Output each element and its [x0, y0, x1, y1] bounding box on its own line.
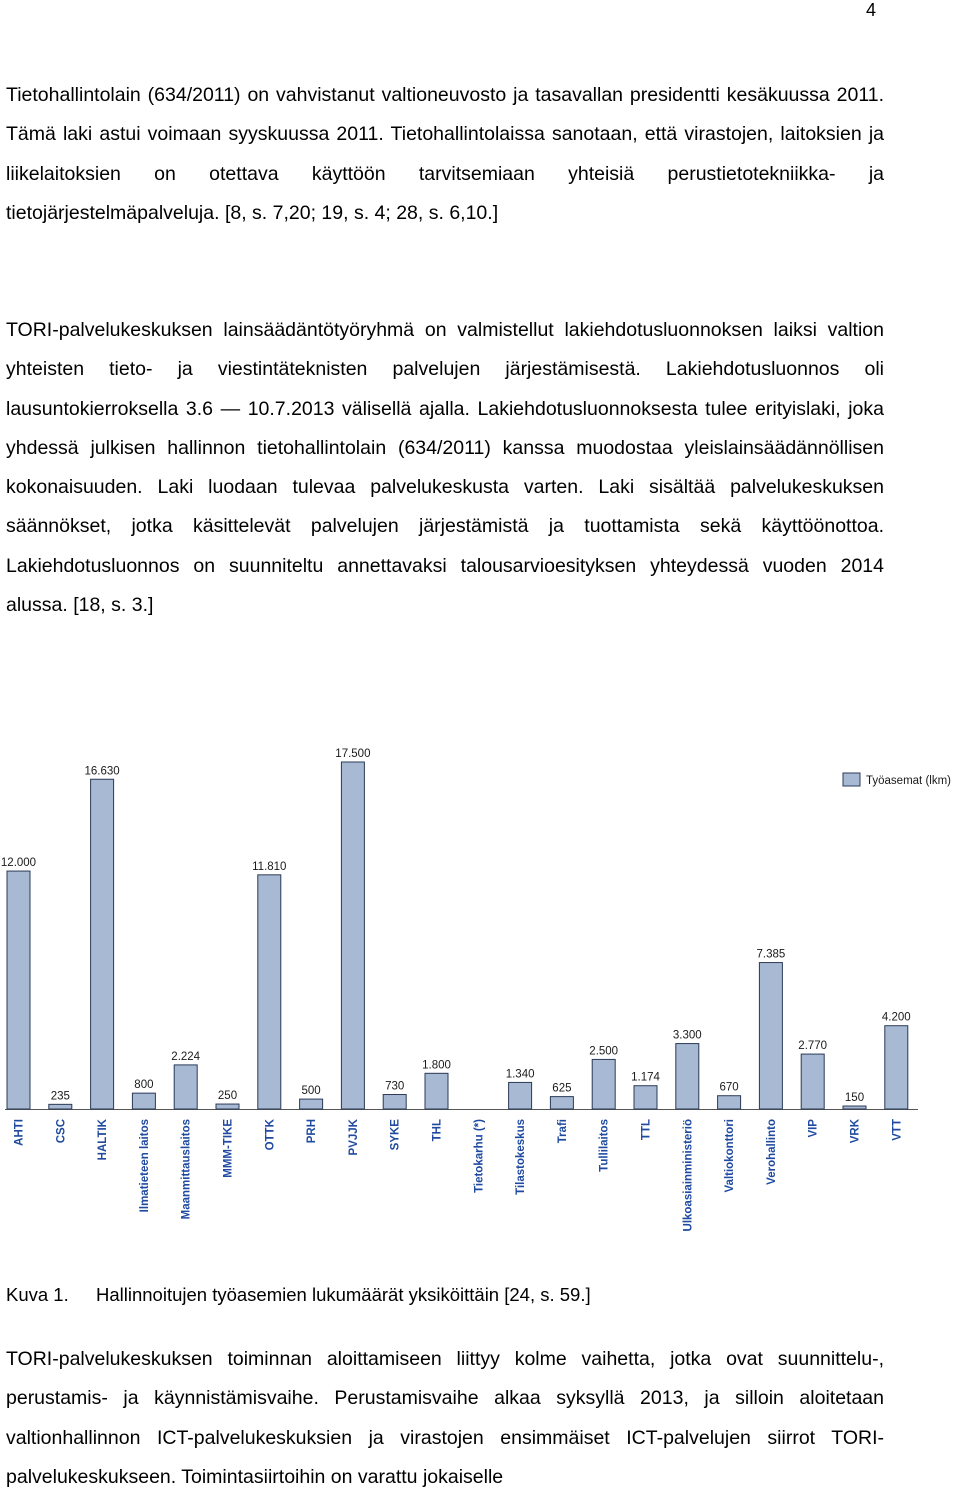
category-label: VRK	[850, 1118, 862, 1143]
category-label: PRH	[306, 1119, 318, 1143]
category-label: AHTI	[14, 1119, 26, 1146]
value-label: 17.500	[335, 748, 370, 760]
category-label: OTTK	[264, 1118, 276, 1150]
legend-label: Työasemat (lkm)	[866, 775, 951, 787]
bar-ulkoasiainministeriö	[675, 1043, 700, 1110]
bar-haltik	[90, 778, 115, 1110]
category-label: Ilmatieteen laitos	[139, 1119, 151, 1212]
category-label: Valtiokonttori	[724, 1119, 736, 1192]
bar-vrk	[842, 1105, 867, 1110]
value-label: 2.224	[171, 1051, 200, 1063]
paragraph-2: TORI-palvelukeskuksen lainsäädäntötyöryh…	[6, 319, 884, 617]
caption-number: Kuva 1.	[6, 1284, 69, 1305]
legend-swatch	[842, 772, 861, 787]
value-label: 150	[845, 1092, 864, 1104]
value-label: 3.300	[673, 1030, 702, 1042]
value-label: 1.800	[422, 1059, 451, 1071]
bar-mmm-tike	[215, 1103, 240, 1110]
value-label: 1.174	[631, 1072, 660, 1084]
category-label: HALTIK	[97, 1118, 109, 1160]
value-label: 625	[552, 1083, 571, 1095]
bar-ttl	[633, 1085, 658, 1110]
value-label: 11.810	[252, 861, 286, 873]
value-label: 2.500	[589, 1045, 618, 1057]
bar-csc	[48, 1103, 73, 1110]
bar-pvjjk	[340, 761, 365, 1110]
category-label: THL	[432, 1119, 444, 1141]
value-label: 670	[720, 1082, 739, 1094]
figure-caption: Kuva 1. Hallinnoitujen työasemien lukumää…	[6, 1284, 591, 1306]
category-label: Tullilaitos	[599, 1119, 611, 1172]
value-label: 12.000	[1, 857, 36, 869]
category-label: MMM-TIKE	[223, 1119, 235, 1178]
bar-syke	[382, 1094, 407, 1110]
caption-text: Hallinnoitujen työasemien lukumäärät yks…	[96, 1284, 591, 1305]
value-label: 730	[385, 1081, 404, 1093]
category-label: Trafi	[557, 1119, 569, 1143]
value-label: 7.385	[757, 949, 786, 961]
value-label: 1.340	[506, 1068, 535, 1080]
bar-vtt	[884, 1025, 909, 1110]
paragraph-1: Tietohallintolain (634/2011) on vahvista…	[6, 84, 884, 224]
category-label: Tietokarhu (*)	[473, 1119, 485, 1193]
category-label: TTL	[641, 1119, 653, 1140]
value-label: 4.200	[882, 1012, 911, 1024]
category-label: VIP	[808, 1119, 820, 1138]
bar-prh	[299, 1098, 324, 1110]
value-label: 2.770	[798, 1040, 827, 1052]
category-label: Ulkoasiainministeriö	[682, 1119, 694, 1231]
bar-thl	[424, 1072, 449, 1110]
category-label: CSC	[55, 1119, 67, 1143]
value-label: 500	[302, 1085, 321, 1097]
bar-ahti	[6, 870, 31, 1110]
value-label: 250	[218, 1090, 237, 1102]
category-label: SYKE	[390, 1119, 402, 1151]
category-label: PVJJK	[348, 1118, 360, 1155]
bar-tullilaitos	[591, 1058, 616, 1110]
bar-tilastokeskus	[508, 1081, 533, 1110]
category-label: VTT	[891, 1119, 903, 1141]
bar-vip	[800, 1053, 825, 1110]
value-label: 16.630	[85, 765, 120, 777]
bar-verohallinto	[758, 962, 783, 1110]
paragraph-3: TORI-palvelukeskuksen toiminnan aloittam…	[6, 1348, 884, 1488]
bar-valtiokonttori	[717, 1095, 742, 1110]
bar-trafi	[549, 1096, 574, 1110]
category-label: Maanmittauslaitos	[181, 1119, 193, 1219]
value-label: 235	[51, 1090, 70, 1102]
chart-legend: Työasemat (lkm)	[842, 772, 951, 787]
category-label: Verohallinto	[766, 1119, 778, 1185]
category-label: Tilastokeskus	[515, 1119, 527, 1195]
bar-ilmatieteen-laitos	[131, 1092, 156, 1110]
page-number: 4	[866, 0, 877, 20]
bar-ottk	[257, 874, 282, 1110]
value-label: 800	[134, 1079, 153, 1091]
bar-maanmittauslaitos	[173, 1064, 198, 1110]
bar-chart: 12.000 AHTI 235 CSC 16.630 HALTIK 800 Ilmatiete…	[1, 748, 951, 1231]
